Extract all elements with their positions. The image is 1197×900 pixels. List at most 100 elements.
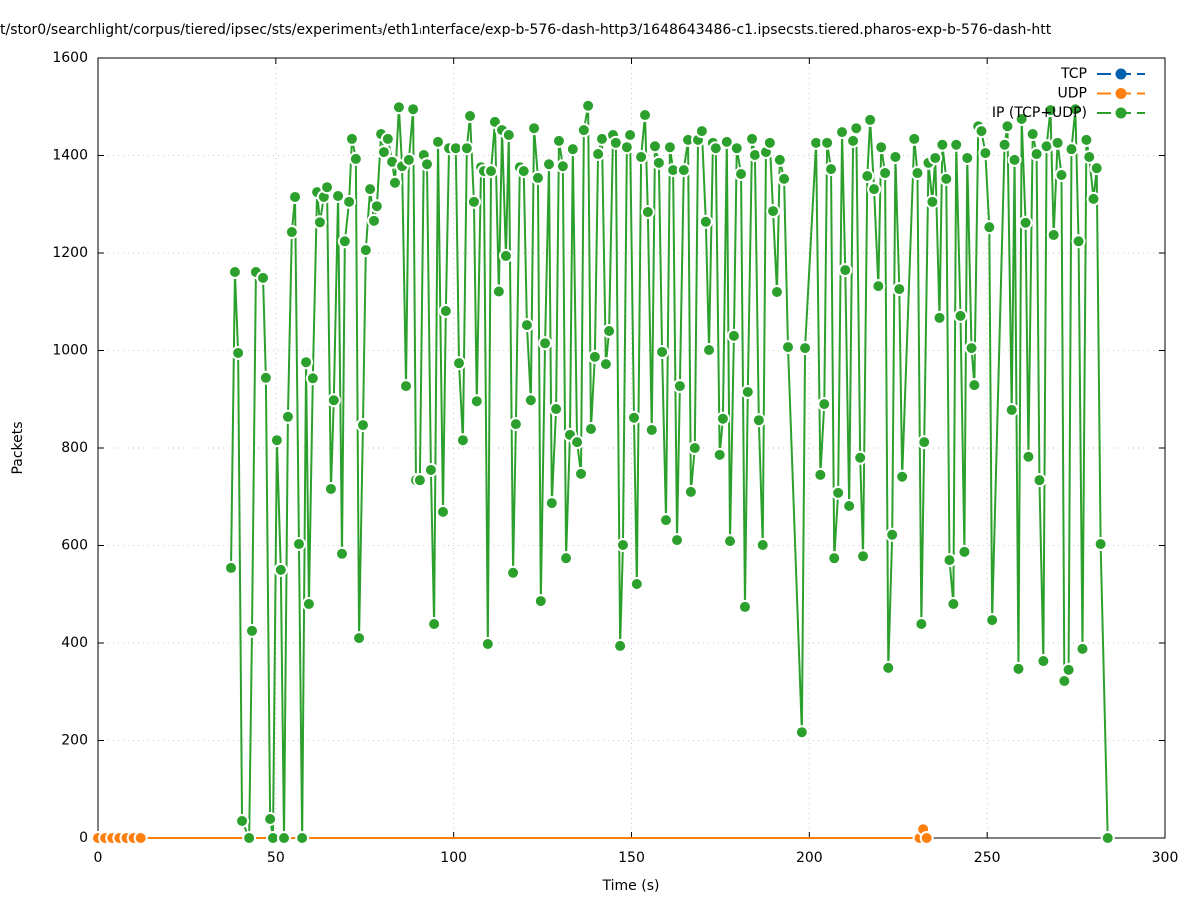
data-point <box>527 121 542 136</box>
data-point <box>570 435 585 450</box>
data-point <box>355 418 370 433</box>
data-point <box>1061 662 1076 677</box>
data-point <box>935 137 950 152</box>
data-point <box>777 171 792 186</box>
data-point <box>1086 191 1101 206</box>
data-point <box>751 413 766 428</box>
data-point <box>334 546 349 561</box>
data-point <box>277 831 292 845</box>
data-point <box>366 213 381 228</box>
data-point <box>427 616 442 631</box>
y-tick-label: 1600 <box>52 50 88 66</box>
data-point <box>634 149 649 164</box>
data-point <box>455 433 470 448</box>
data-point <box>269 433 284 448</box>
data-point <box>299 355 314 370</box>
data-point <box>932 310 947 325</box>
data-point <box>957 544 972 559</box>
data-point <box>501 128 516 143</box>
data-point <box>391 100 406 115</box>
data-point <box>967 378 982 393</box>
data-point <box>291 537 306 552</box>
data-point <box>498 248 513 263</box>
data-point <box>323 481 338 496</box>
data-point <box>583 421 598 436</box>
data-point <box>1004 402 1019 417</box>
data-point <box>602 324 617 338</box>
data-point <box>762 135 777 150</box>
data-point <box>888 149 903 164</box>
data-point <box>683 484 698 499</box>
data-point <box>1032 473 1047 488</box>
data-point <box>939 171 954 186</box>
data-point <box>565 142 580 157</box>
data-point <box>917 435 932 450</box>
data-point <box>662 140 677 155</box>
data-point <box>871 279 886 294</box>
data-point <box>702 343 717 358</box>
data-point <box>824 162 839 177</box>
data-point <box>831 485 846 500</box>
y-tick-label: 600 <box>61 538 88 554</box>
data-point <box>846 133 861 148</box>
data-point <box>715 411 730 426</box>
data-point <box>1000 119 1015 134</box>
data-point <box>863 112 878 127</box>
legend-swatch <box>1115 88 1127 99</box>
legend-label: TCP <box>1060 66 1087 82</box>
data-point <box>544 496 559 511</box>
legend-label: UDP <box>1058 86 1087 102</box>
data-point <box>740 384 755 399</box>
data-point <box>1054 168 1069 182</box>
x-tick-label: 150 <box>618 850 645 866</box>
data-point <box>1079 132 1094 147</box>
data-point <box>842 499 857 514</box>
data-point <box>380 131 395 146</box>
data-point <box>1082 149 1097 164</box>
data-point <box>982 220 997 235</box>
data-point <box>615 538 630 553</box>
data-point <box>798 341 813 356</box>
data-point <box>412 473 427 488</box>
data-point <box>288 189 303 204</box>
data-point <box>363 182 378 197</box>
data-point <box>312 215 327 230</box>
data-point <box>745 131 760 146</box>
data-point <box>401 152 416 167</box>
data-point <box>242 831 257 845</box>
data-point <box>655 344 670 359</box>
data-point <box>960 150 975 165</box>
data-point <box>723 534 738 549</box>
data-point <box>284 225 299 240</box>
data-point <box>1025 127 1040 142</box>
data-point <box>551 133 566 148</box>
data-point <box>1007 152 1022 167</box>
data-point <box>985 613 1000 628</box>
data-point <box>878 166 893 181</box>
data-point <box>559 551 574 566</box>
data-point <box>555 159 570 174</box>
data-point <box>907 131 922 146</box>
legend-swatch <box>1115 107 1127 119</box>
data-point <box>698 214 713 229</box>
data-point <box>1046 227 1061 242</box>
chart-title: t/stor0/searchlight/corpus/tiered/ipsec/… <box>0 22 1052 38</box>
data-point <box>519 318 534 333</box>
data-point <box>719 134 734 149</box>
data-point <box>576 123 591 138</box>
data-point <box>623 128 638 143</box>
data-point <box>946 597 961 611</box>
x-tick-label: 100 <box>440 850 467 866</box>
data-point <box>326 393 341 408</box>
data-point <box>919 831 934 845</box>
data-point <box>670 533 685 548</box>
y-tick-label: 200 <box>61 733 88 749</box>
data-point <box>419 157 434 172</box>
data-point <box>1018 215 1033 230</box>
data-point <box>676 163 691 178</box>
data-point <box>885 527 900 542</box>
data-point <box>769 285 784 299</box>
data-point <box>358 243 373 258</box>
x-tick-label: 200 <box>796 850 823 866</box>
data-point <box>895 469 910 484</box>
